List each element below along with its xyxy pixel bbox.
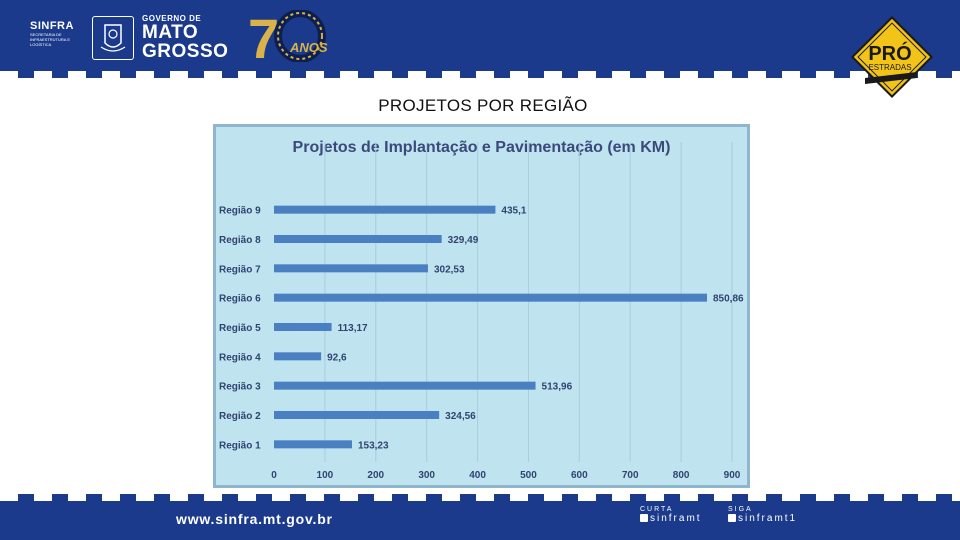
social-siga[interactable]: SIGA sinframt1 — [728, 506, 797, 524]
pro-estradas-badge: PRÓ ESTRADAS — [843, 8, 941, 106]
category-label: Região 6 — [219, 294, 261, 305]
header-road-stripe — [0, 71, 960, 78]
x-tick-label: 100 — [317, 470, 334, 481]
social-curta[interactable]: CURTA sinframt — [640, 506, 702, 524]
gov-small-text: GOVERNO DE — [142, 14, 202, 23]
facebook-icon — [640, 514, 648, 522]
bar — [274, 352, 322, 361]
x-tick-label: 800 — [673, 470, 690, 481]
svg-text:7: 7 — [248, 10, 279, 62]
chart-title: Projetos de Implantação e Pavimentação (… — [293, 139, 671, 156]
bar — [274, 293, 707, 302]
category-label: Região 1 — [219, 440, 261, 451]
category-label: Região 3 — [219, 382, 261, 393]
sinfra-name: SINFRA — [30, 20, 74, 32]
data-label: 92,6 — [327, 352, 347, 363]
footer-band — [0, 494, 960, 540]
twitter-icon — [728, 514, 736, 522]
government-logo: GOVERNO DE MATO GROSSO — [142, 14, 228, 61]
gov-line2: GROSSO — [142, 41, 229, 62]
chart-background — [216, 127, 747, 485]
anniversary-logo: 7 ANOS — [246, 7, 341, 70]
bar — [274, 440, 352, 449]
state-crest-icon — [92, 16, 134, 60]
social-siga-label: SIGA — [728, 506, 753, 513]
chart-container: Projetos de Implantação e Pavimentação (… — [213, 124, 750, 488]
data-label: 113,17 — [338, 323, 368, 334]
social-curta-label: CURTA — [640, 506, 674, 513]
category-label: Região 7 — [219, 264, 261, 275]
x-tick-label: 400 — [469, 470, 486, 481]
anniversary-text: ANOS — [289, 40, 328, 55]
badge-bottom-text: ESTRADAS — [868, 63, 911, 72]
bar — [274, 381, 536, 390]
x-tick-label: 200 — [367, 470, 384, 481]
bar — [274, 264, 428, 273]
data-label: 153,23 — [358, 440, 389, 451]
bar — [274, 205, 496, 214]
header-band — [0, 0, 960, 78]
data-label: 329,49 — [448, 235, 479, 246]
social-curta-handle: sinframt — [650, 513, 702, 524]
sinfra-logo: SINFRA SECRETARIA DE INFRAESTRUTURA E LO… — [30, 20, 88, 54]
data-label: 435,1 — [501, 206, 526, 217]
gov-line1: MATO — [142, 22, 199, 43]
category-label: Região 9 — [219, 206, 261, 217]
category-label: Região 8 — [219, 235, 261, 246]
category-label: Região 2 — [219, 411, 261, 422]
data-label: 302,53 — [434, 264, 465, 275]
bar — [274, 235, 442, 243]
x-tick-label: 300 — [418, 470, 435, 481]
data-label: 513,96 — [542, 382, 573, 393]
website-link[interactable]: www.sinfra.mt.gov.br — [176, 511, 333, 527]
x-tick-label: 600 — [571, 470, 588, 481]
x-tick-label: 500 — [520, 470, 537, 481]
x-tick-label: 0 — [271, 470, 277, 481]
bar — [274, 411, 440, 419]
x-tick-label: 700 — [622, 470, 639, 481]
data-label: 850,86 — [713, 294, 744, 305]
category-label: Região 5 — [219, 323, 261, 334]
data-label: 324,56 — [445, 411, 476, 422]
x-tick-label: 900 — [724, 470, 741, 481]
bar — [274, 323, 332, 331]
badge-top-text: PRÓ — [868, 41, 911, 65]
page-title: PROJETOS POR REGIÃO — [378, 96, 588, 115]
social-siga-handle: sinframt1 — [738, 513, 798, 524]
footer-road-stripe — [0, 494, 960, 501]
sinfra-desc: SECRETARIA DE INFRAESTRUTURA E LOGÍSTICA — [30, 32, 71, 47]
category-label: Região 4 — [219, 352, 261, 363]
bar-chart: Projetos de Implantação e Pavimentação (… — [213, 124, 750, 488]
